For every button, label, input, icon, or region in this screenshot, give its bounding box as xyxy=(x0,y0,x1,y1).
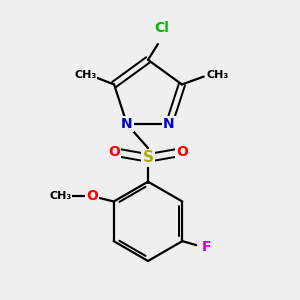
Text: CH₃: CH₃ xyxy=(206,70,229,80)
Text: S: S xyxy=(142,150,154,165)
Text: N: N xyxy=(121,117,133,131)
Text: O: O xyxy=(176,145,188,159)
Text: CH₃: CH₃ xyxy=(49,190,71,201)
Text: O: O xyxy=(108,145,120,159)
Text: Cl: Cl xyxy=(154,21,169,35)
Text: CH₃: CH₃ xyxy=(74,70,97,80)
Text: O: O xyxy=(86,189,98,202)
Text: N: N xyxy=(163,117,175,131)
Text: F: F xyxy=(201,240,211,254)
